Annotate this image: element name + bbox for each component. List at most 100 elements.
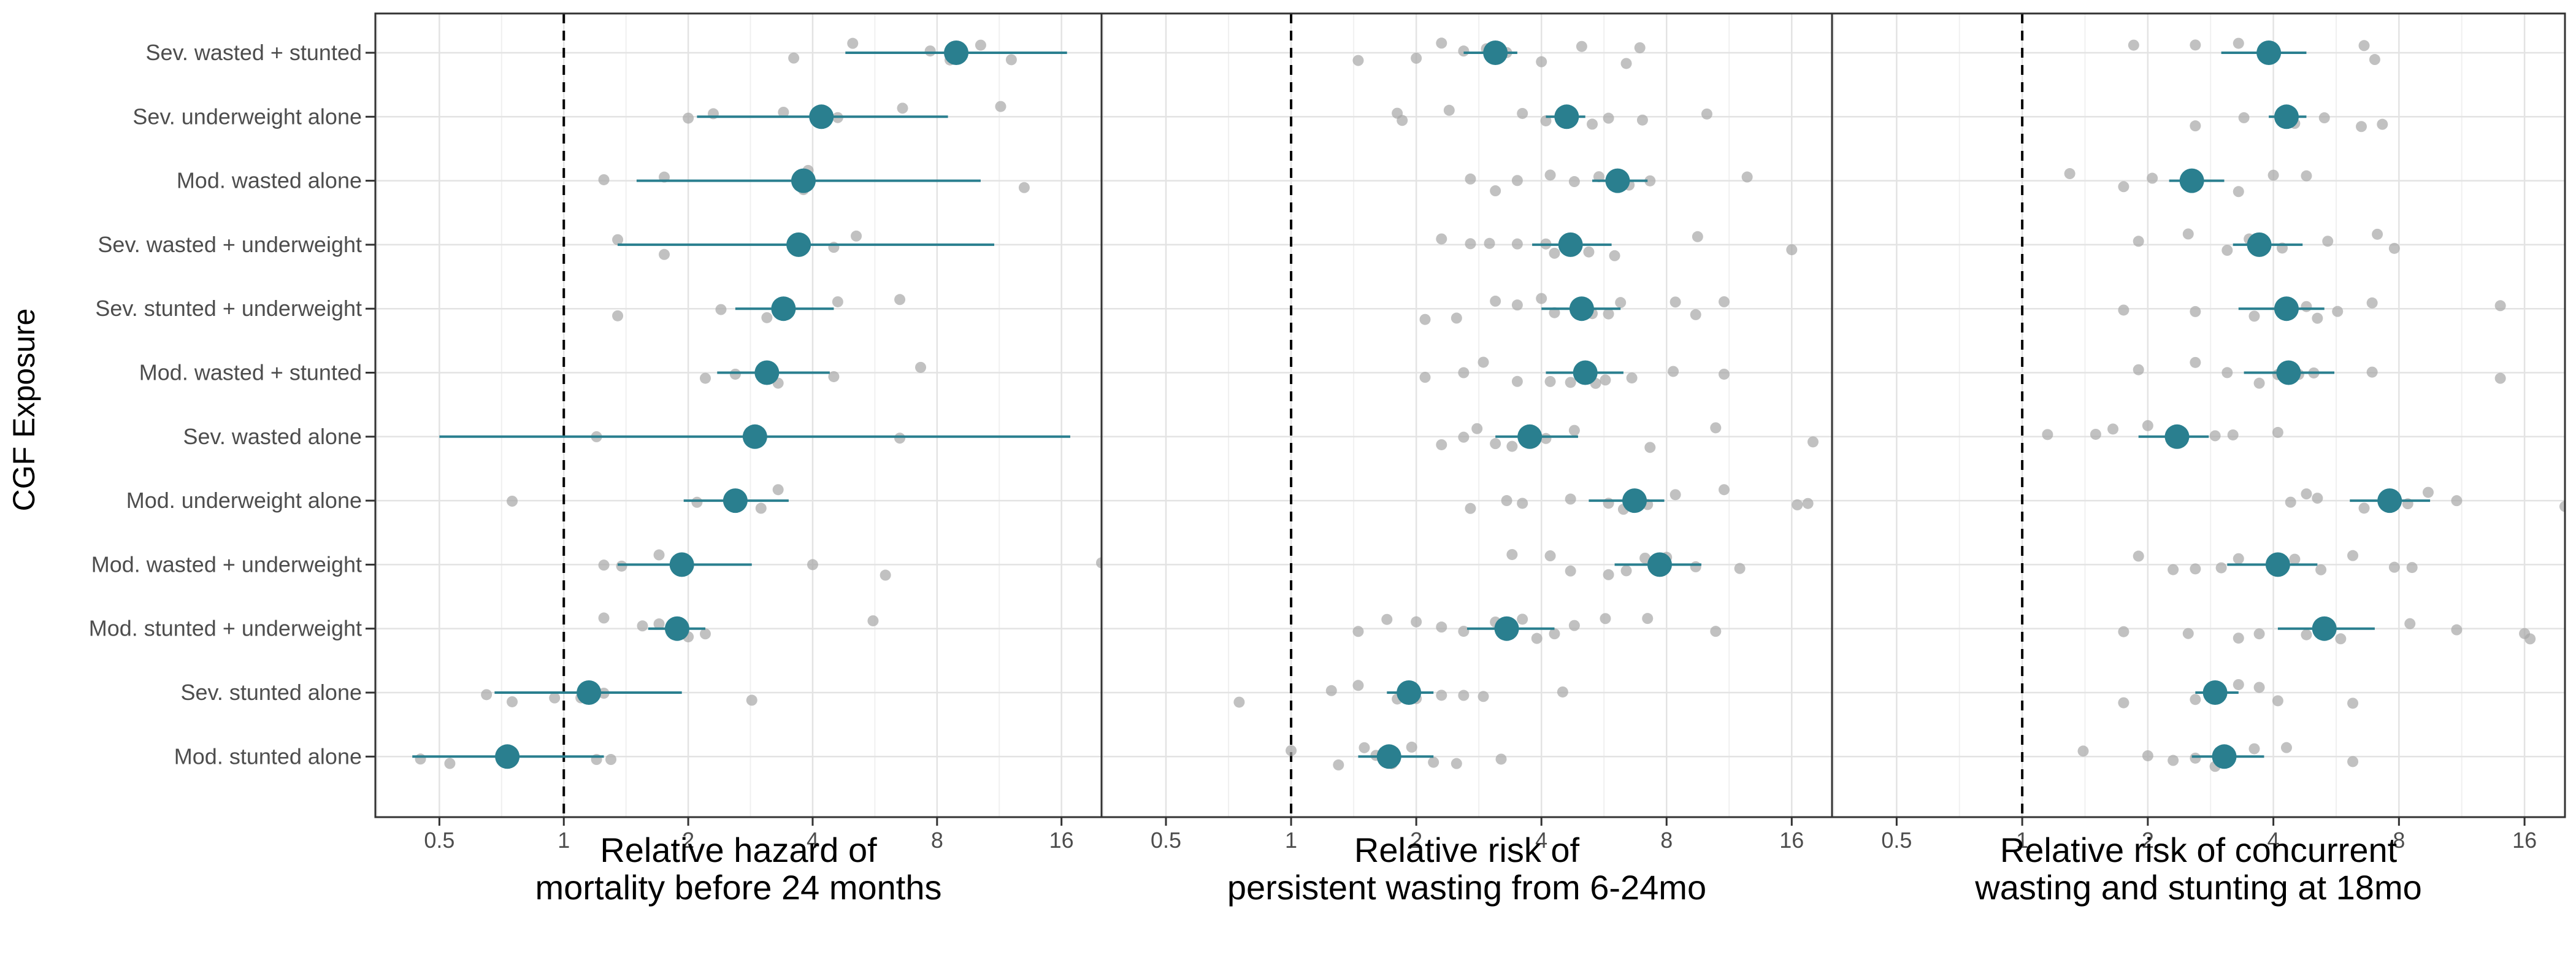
study-point bbox=[746, 694, 757, 706]
y-tick-label: Mod. wasted alone bbox=[177, 168, 362, 193]
pooled-estimate-point bbox=[742, 424, 767, 449]
pooled-estimate-point bbox=[1554, 104, 1579, 129]
study-point bbox=[2133, 364, 2144, 375]
x-tick-label: 2 bbox=[1410, 828, 1422, 853]
study-point bbox=[1325, 685, 1337, 696]
study-point bbox=[1517, 498, 1528, 509]
study-point bbox=[851, 230, 862, 242]
study-point bbox=[2133, 236, 2144, 247]
pooled-estimate-point bbox=[1573, 360, 1598, 385]
study-point bbox=[2285, 496, 2296, 508]
study-point bbox=[2190, 752, 2201, 764]
study-point bbox=[894, 294, 906, 306]
study-point bbox=[2315, 564, 2327, 575]
study-point bbox=[2142, 420, 2153, 431]
study-point bbox=[2168, 564, 2179, 575]
study-point bbox=[1436, 233, 1447, 245]
x-tick-label: 1 bbox=[1285, 828, 1297, 853]
panel-border bbox=[1831, 12, 2566, 818]
pooled-estimate-point bbox=[754, 360, 780, 385]
study-point bbox=[1540, 432, 1552, 444]
study-point bbox=[1669, 296, 1681, 308]
study-point bbox=[2559, 501, 2565, 512]
pooled-estimate-point bbox=[1376, 744, 1401, 769]
study-point bbox=[1603, 569, 1614, 580]
study-point bbox=[2312, 493, 2323, 504]
pooled-estimate-point bbox=[1397, 680, 1422, 705]
study-point bbox=[1333, 759, 1344, 771]
study-point bbox=[1644, 175, 1656, 186]
study-point bbox=[2301, 301, 2312, 312]
study-point bbox=[2209, 430, 2221, 442]
study-point bbox=[1517, 107, 1528, 119]
study-point bbox=[2147, 172, 2158, 184]
x-tick-label: 4 bbox=[1535, 828, 1547, 853]
study-point bbox=[2335, 633, 2347, 645]
pooled-estimate-point bbox=[2312, 616, 2337, 641]
pooled-estimate-point bbox=[2265, 552, 2290, 577]
study-point bbox=[761, 312, 773, 323]
study-point bbox=[1490, 295, 1501, 307]
pooled-estimate-point bbox=[577, 680, 602, 705]
study-point bbox=[2301, 170, 2312, 182]
study-point bbox=[1531, 632, 1543, 644]
study-point bbox=[2233, 186, 2244, 198]
study-point bbox=[867, 615, 879, 626]
study-point bbox=[1451, 312, 1462, 324]
study-point bbox=[1419, 313, 1431, 325]
study-point bbox=[1096, 557, 1102, 569]
study-point bbox=[1428, 756, 1439, 768]
study-point bbox=[1359, 742, 1370, 753]
study-point bbox=[653, 618, 665, 630]
x-axis-label-line1: Relative risk of bbox=[1354, 831, 1580, 869]
study-point bbox=[700, 372, 711, 384]
study-point bbox=[1692, 231, 1703, 242]
study-point bbox=[1458, 431, 1470, 443]
study-point bbox=[1690, 561, 1701, 572]
study-point bbox=[1018, 182, 1030, 193]
x-tick-label: 0.5 bbox=[424, 828, 454, 853]
study-point bbox=[659, 248, 670, 260]
study-point bbox=[1807, 436, 1819, 448]
study-point bbox=[2118, 697, 2129, 709]
study-point bbox=[1458, 626, 1470, 637]
pooled-estimate-point bbox=[1483, 40, 1508, 65]
study-point bbox=[1600, 613, 1611, 625]
study-point bbox=[2118, 304, 2129, 316]
study-point bbox=[1506, 548, 1518, 560]
pooled-estimate-point bbox=[2247, 232, 2272, 257]
study-point bbox=[1620, 565, 1632, 577]
study-point bbox=[1536, 293, 1547, 304]
study-point bbox=[1792, 499, 1803, 510]
study-point bbox=[1603, 112, 1614, 124]
study-point bbox=[1544, 375, 1556, 387]
study-point bbox=[1536, 56, 1547, 67]
study-point bbox=[755, 502, 767, 514]
study-point bbox=[1511, 175, 1523, 186]
study-point bbox=[1478, 691, 1489, 702]
study-point bbox=[1286, 745, 1297, 756]
study-point bbox=[2494, 372, 2506, 384]
study-point bbox=[2064, 168, 2076, 180]
study-point bbox=[2267, 169, 2279, 181]
study-point bbox=[2128, 39, 2139, 51]
study-point bbox=[1615, 297, 1627, 309]
study-point bbox=[2253, 377, 2265, 389]
study-point bbox=[2182, 628, 2194, 639]
y-tick-label: Mod. wasted + underweight bbox=[91, 552, 362, 577]
study-point bbox=[897, 102, 908, 114]
study-point bbox=[2233, 553, 2244, 564]
study-point bbox=[2377, 118, 2388, 130]
study-point bbox=[1741, 171, 1753, 183]
study-point bbox=[778, 106, 789, 118]
study-point bbox=[1583, 246, 1595, 258]
panel-data bbox=[2042, 37, 2565, 772]
study-point bbox=[1419, 372, 1431, 383]
study-point bbox=[2272, 695, 2283, 707]
study-point bbox=[1352, 55, 1364, 66]
pooled-estimate-point bbox=[2164, 424, 2190, 449]
pooled-estimate-point bbox=[1494, 616, 1519, 641]
study-point bbox=[715, 304, 727, 315]
